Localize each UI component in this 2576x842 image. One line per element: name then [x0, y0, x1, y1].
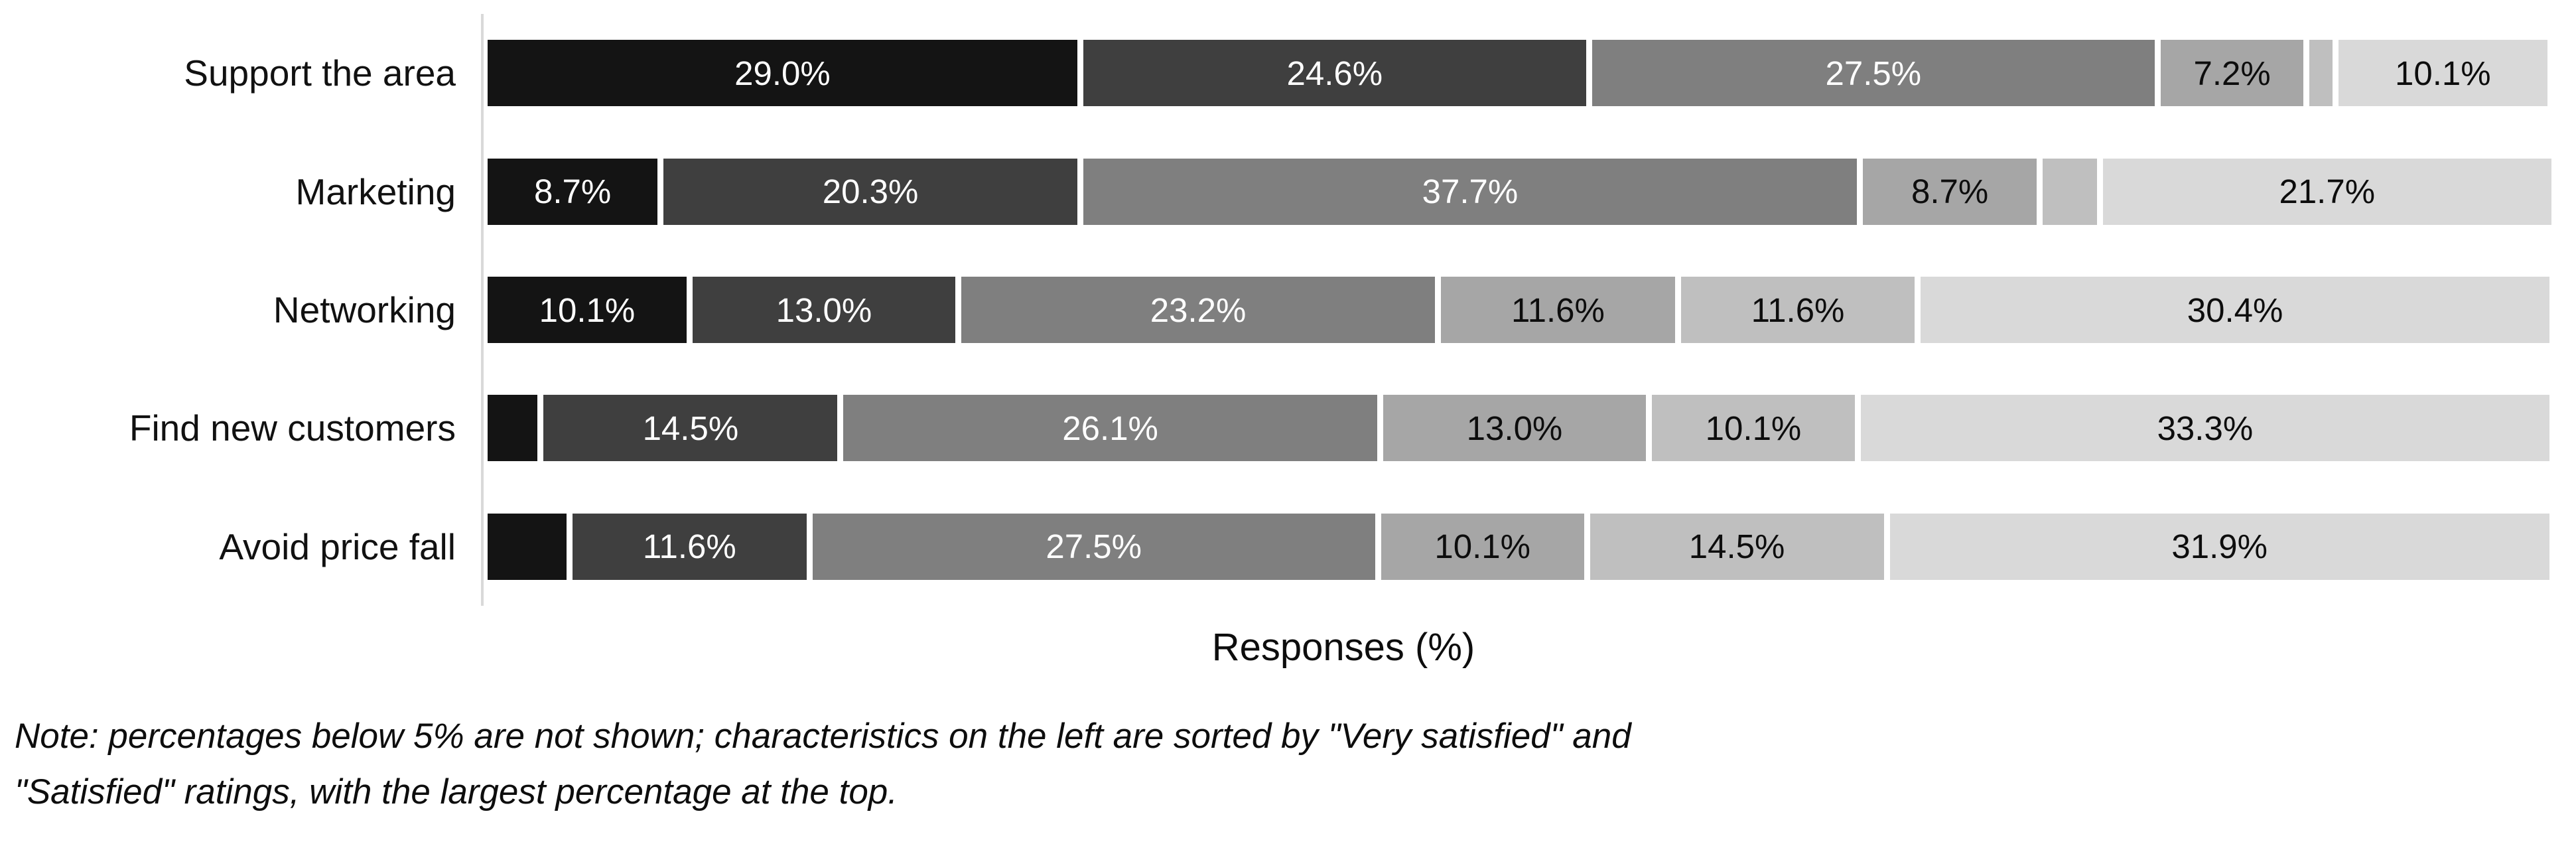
- bar-segment: 33.3%: [1860, 395, 2549, 462]
- segment-value-label: 8.7%: [533, 173, 612, 211]
- bar-segment: 23.2%: [961, 277, 1442, 344]
- bar-segment: 20.3%: [663, 158, 1083, 225]
- bar-segment: 24.6%: [1083, 40, 1592, 107]
- segment-value-label: 27.5%: [1046, 527, 1142, 566]
- segment-value-label: 26.1%: [1062, 409, 1158, 447]
- segment-value-label: 14.5%: [642, 409, 739, 447]
- segment-value-label: 11.6%: [642, 527, 736, 566]
- bar-segment: [484, 513, 573, 580]
- bar-segment: 8.7%: [484, 158, 664, 225]
- bar-segment: 14.5%: [543, 395, 844, 462]
- bar-segment: 31.9%: [1889, 513, 2549, 580]
- stacked-bar: 8.7% 20.3% 37.7% 8.7% 21.7%: [484, 158, 2551, 225]
- bar-segment: 11.6%: [573, 513, 813, 580]
- segment-value-label: 21.7%: [2279, 173, 2376, 211]
- segment-value-label: 20.3%: [822, 173, 919, 211]
- bar-segment: 21.7%: [2102, 158, 2551, 225]
- segment-value-label: 8.7%: [1911, 173, 1989, 211]
- segment-value-label: 10.1%: [1434, 527, 1530, 566]
- chart-grid: Support the area Marketing Networking Find …: [0, 14, 2551, 606]
- category-labels: Support the area Marketing Networking Find …: [0, 14, 481, 606]
- bar-row: 29.0% 24.6% 27.5% 7.2% 10.1%: [484, 14, 2551, 132]
- bar-segment: 26.1%: [843, 395, 1383, 462]
- category-label: Find new customers: [129, 407, 456, 449]
- chart-note: Note: percentages below 5% are not shown…: [15, 709, 1631, 820]
- plot-area: 29.0% 24.6% 27.5% 7.2% 10.1% 8.7% 20.3% 37.7% 8.…: [481, 14, 2551, 606]
- segment-value-label: 31.9%: [2171, 527, 2268, 566]
- bar-segment: 29.0%: [484, 40, 1083, 107]
- bar-segment: 10.1%: [484, 277, 693, 344]
- segment-value-label: 27.5%: [1825, 54, 1922, 92]
- bar-row: 14.5% 26.1% 13.0% 10.1% 33.3%: [484, 369, 2551, 487]
- segment-value-label: 23.2%: [1150, 291, 1247, 329]
- category-label: Marketing: [295, 171, 456, 212]
- bar-segment: 8.7%: [1863, 158, 2043, 225]
- stacked-bar: 29.0% 24.6% 27.5% 7.2% 10.1%: [484, 40, 2551, 107]
- chart-note-line-2: "Satisfied" ratings, with the largest pe…: [15, 772, 898, 811]
- bar-segment: 30.4%: [1921, 277, 2549, 344]
- bar-segment: 10.1%: [1381, 513, 1590, 580]
- segment-value-label: 14.5%: [1688, 527, 1785, 566]
- segment-value-label: 29.0%: [734, 54, 831, 92]
- segment-value-label: 13.0%: [776, 291, 872, 329]
- bar-segment: [2309, 40, 2339, 107]
- segment-value-label: 11.6%: [1751, 291, 1845, 329]
- bar-segment: 13.0%: [1383, 395, 1653, 462]
- bar-segment: 10.1%: [2338, 40, 2547, 107]
- chart-note-line-1: Note: percentages below 5% are not shown…: [15, 717, 1631, 756]
- bar-row: 8.7% 20.3% 37.7% 8.7% 21.7%: [484, 132, 2551, 250]
- bar-segment: [2043, 158, 2103, 225]
- segment-value-label: 33.3%: [2157, 409, 2254, 447]
- segment-value-label: 11.6%: [1511, 291, 1605, 329]
- bar-segment: 7.2%: [2160, 40, 2310, 107]
- segment-value-label: 30.4%: [2187, 291, 2283, 329]
- bar-segment: 14.5%: [1590, 513, 1890, 580]
- category-label: Avoid price fall: [219, 526, 456, 567]
- bar-segment: 27.5%: [1592, 40, 2161, 107]
- x-axis-title: Responses (%): [1211, 626, 1475, 669]
- segment-value-label: 10.1%: [2395, 54, 2491, 92]
- category-label: Networking: [273, 289, 456, 331]
- stacked-bar: 14.5% 26.1% 13.0% 10.1% 33.3%: [484, 395, 2551, 462]
- bar-segment: [484, 395, 544, 462]
- segment-value-label: 13.0%: [1466, 409, 1563, 447]
- segment-value-label: 7.2%: [2193, 54, 2271, 92]
- stacked-bar: 11.6% 27.5% 10.1% 14.5% 31.9%: [484, 513, 2551, 580]
- bar-row: 10.1% 13.0% 23.2% 11.6% 11.6% 30.4%: [484, 251, 2551, 369]
- bar-segment: 11.6%: [1680, 277, 1921, 344]
- bar-segment: 11.6%: [1441, 277, 1681, 344]
- bar-segment: 10.1%: [1652, 395, 1861, 462]
- segment-value-label: 24.6%: [1286, 54, 1383, 92]
- category-label: Support the area: [184, 52, 456, 94]
- segment-value-label: 10.1%: [539, 291, 636, 329]
- stacked-bar: 10.1% 13.0% 23.2% 11.6% 11.6% 30.4%: [484, 277, 2551, 344]
- bar-segment: 37.7%: [1083, 158, 1864, 225]
- segment-value-label: 10.1%: [1705, 409, 1802, 447]
- segment-value-label: 37.7%: [1422, 173, 1519, 211]
- bar-segment: 27.5%: [812, 513, 1381, 580]
- bar-row: 11.6% 27.5% 10.1% 14.5% 31.9%: [484, 488, 2551, 606]
- bar-segment: 13.0%: [692, 277, 962, 344]
